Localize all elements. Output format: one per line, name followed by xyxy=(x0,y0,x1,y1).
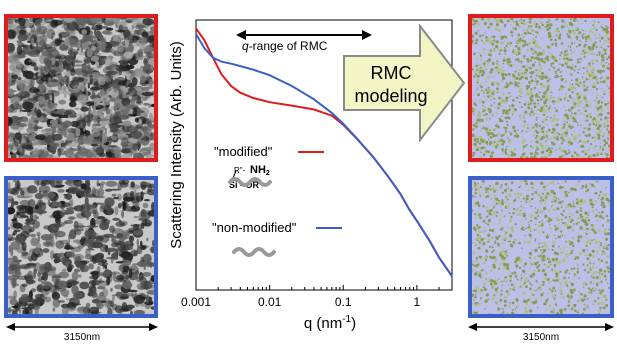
tem-texture xyxy=(8,180,154,314)
q-range-annotation: q-range of RMC xyxy=(236,30,372,53)
tem-image-modified xyxy=(4,14,158,162)
left-scale-bar: 3150nm xyxy=(6,322,158,343)
x-tick-label: 0.001 xyxy=(181,295,211,309)
rmc-model-non-modified xyxy=(468,176,614,318)
tem-texture xyxy=(8,18,154,158)
series-non_modified-line xyxy=(195,33,453,277)
polymer-chain-icon xyxy=(232,247,276,257)
double-arrow-icon xyxy=(6,323,158,331)
arrow-label-line1: RMC xyxy=(371,63,412,83)
scale-label: 3150nm xyxy=(522,332,560,343)
y-axis-title: Scattering Intensity (Arb. Units) xyxy=(168,41,185,249)
legend-modified-label: "modified" xyxy=(214,144,273,159)
polymer-chain-icon xyxy=(228,177,272,187)
scattering-chart: 0.001 0.01 0.1 1 Scattering Intensity (Arb.… xyxy=(168,19,462,342)
x-tick-label: 0.1 xyxy=(335,295,352,309)
svg-text:q-range of RMC: q-range of RMC xyxy=(242,39,328,53)
right-scale-bar: 3150nm xyxy=(468,322,614,343)
svg-text:R"-: R"- xyxy=(234,166,246,175)
chart-svg: 0.001 0.01 0.1 1 Scattering Intensity (Arb.… xyxy=(168,19,453,332)
arrow-label-line2: modeling xyxy=(354,86,427,106)
tem-image-non-modified xyxy=(4,176,158,318)
x-tick-label: 0.01 xyxy=(258,295,282,309)
rmc-texture xyxy=(472,180,610,314)
surface-modification-motif: R"- NH2 Si - OR xyxy=(228,164,272,190)
scale-label: 3150nm xyxy=(63,332,101,343)
double-arrow-icon xyxy=(468,323,614,331)
legend-non-modified-label: "non-modified" xyxy=(212,220,297,235)
rmc-model-modified xyxy=(468,14,614,162)
x-tick-label: 1 xyxy=(414,295,421,309)
plot-frame xyxy=(195,19,453,291)
rmc-texture xyxy=(472,18,610,158)
rmc-modeling-arrow: RMC modeling xyxy=(342,23,466,143)
x-axis-title: q (nm-1) xyxy=(304,314,356,332)
arrow-shape: RMC modeling xyxy=(343,23,466,143)
svg-text:NH2: NH2 xyxy=(250,164,270,177)
